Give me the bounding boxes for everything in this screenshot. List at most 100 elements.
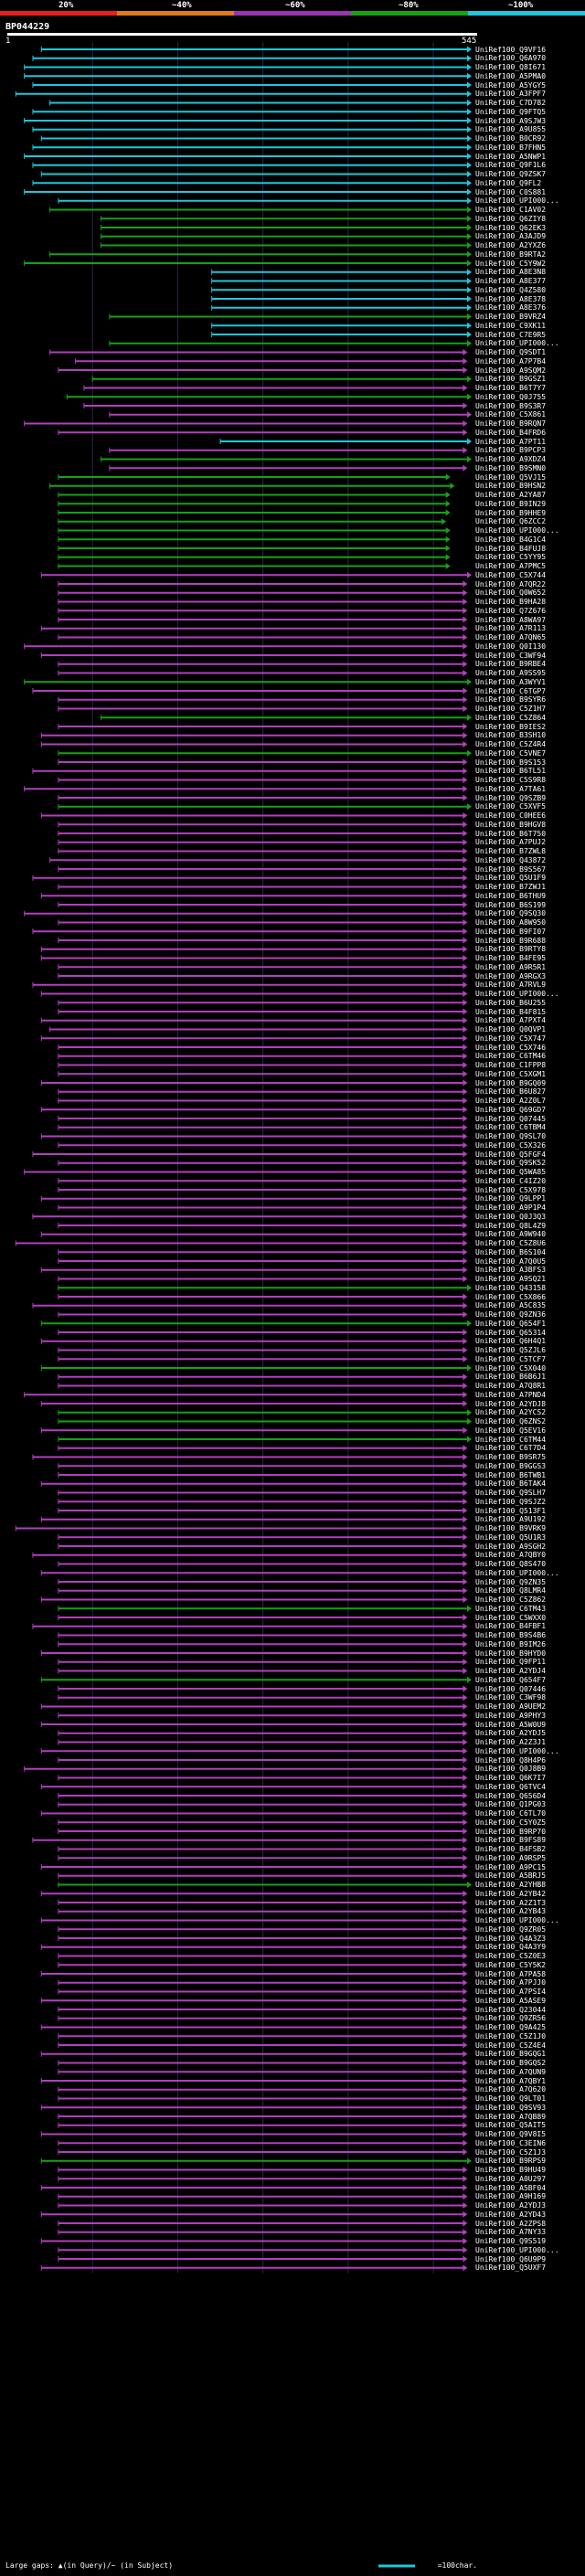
hit-label[interactable]: UniRef100_A5BF04 bbox=[475, 2183, 547, 2192]
hit-label[interactable]: UniRef100_A8E3N8 bbox=[475, 268, 547, 277]
hit-label[interactable]: UniRef100_A9P1P4 bbox=[475, 1203, 547, 1212]
hit-label[interactable]: UniRef100_B9S567 bbox=[475, 864, 547, 874]
hit-label[interactable]: UniRef100_A9UEM2 bbox=[475, 1702, 547, 1711]
hit-label[interactable]: UniRef100_Q8S470 bbox=[475, 1560, 547, 1568]
hit-label[interactable]: UniRef100_B6TWB1 bbox=[475, 1470, 547, 1479]
hit-label[interactable]: UniRef100_Q6TVC4 bbox=[475, 1782, 547, 1791]
hit-label[interactable]: UniRef100_B9RQN7 bbox=[475, 419, 547, 428]
hit-label[interactable]: UniRef100_A9U192 bbox=[475, 1515, 547, 1524]
hit-label[interactable]: UniRef100_C6TBM4 bbox=[475, 1123, 547, 1132]
hit-label[interactable]: UniRef100_B9GQG1 bbox=[475, 2050, 547, 2059]
hit-label[interactable]: UniRef100_B9IES2 bbox=[475, 722, 547, 731]
hit-label[interactable]: UniRef100_Q9LPP1 bbox=[475, 1194, 547, 1203]
hit-label[interactable]: UniRef100_C1AV02 bbox=[475, 206, 547, 214]
hit-label[interactable]: UniRef100_Q8I671 bbox=[475, 63, 547, 71]
hit-label[interactable]: UniRef100_C5X978 bbox=[475, 1185, 547, 1194]
hit-label[interactable]: UniRef100_B6S199 bbox=[475, 900, 547, 909]
hit-label[interactable]: UniRef100_A9RSP5 bbox=[475, 1853, 547, 1862]
hit-label[interactable]: UniRef100_Q9ZN35 bbox=[475, 1577, 547, 1586]
hit-label[interactable]: UniRef100_Q9FL2 bbox=[475, 178, 542, 187]
hit-label[interactable]: UniRef100_A7QR22 bbox=[475, 579, 547, 588]
hit-label[interactable]: UniRef100_UPI000... bbox=[475, 2245, 559, 2254]
hit-label[interactable]: UniRef100_Q9SZB9 bbox=[475, 793, 547, 802]
hit-label[interactable]: UniRef100_Q9SLH7 bbox=[475, 1489, 547, 1497]
hit-label[interactable]: UniRef100_A8WA97 bbox=[475, 615, 547, 624]
hit-label[interactable]: UniRef100_B9HA28 bbox=[475, 598, 547, 606]
hit-label[interactable]: UniRef100_A8E378 bbox=[475, 294, 547, 303]
hit-label[interactable]: UniRef100_A7QUN9 bbox=[475, 2067, 547, 2076]
hit-label[interactable]: UniRef100_Q43872 bbox=[475, 855, 547, 864]
hit-label[interactable]: UniRef100_B3SH10 bbox=[475, 731, 547, 740]
hit-label[interactable]: UniRef100_Q0QVP1 bbox=[475, 1025, 547, 1034]
hit-label[interactable]: UniRef100_A2YA87 bbox=[475, 491, 547, 499]
hit-label[interactable]: UniRef100_Q9FP11 bbox=[475, 1658, 547, 1667]
hit-label[interactable]: UniRef100_A7NY33 bbox=[475, 2228, 547, 2237]
hit-label[interactable]: UniRef100_B4FRD6 bbox=[475, 428, 547, 437]
hit-label[interactable]: UniRef100_C6TM46 bbox=[475, 1052, 547, 1061]
hit-label[interactable]: UniRef100_Q513F1 bbox=[475, 1506, 547, 1515]
hit-label[interactable]: UniRef100_C5Z1H7 bbox=[475, 705, 547, 713]
hit-label[interactable]: UniRef100_A2YD43 bbox=[475, 2210, 547, 2219]
hit-label[interactable]: UniRef100_B4FBF1 bbox=[475, 1622, 547, 1631]
hit-label[interactable]: UniRef100_Q6ZNS2 bbox=[475, 1417, 547, 1426]
hit-label[interactable]: UniRef100_UPI000... bbox=[475, 526, 559, 535]
hit-label[interactable]: UniRef100_A2YB42 bbox=[475, 1889, 547, 1898]
hit-label[interactable]: UniRef100_B9SR75 bbox=[475, 1453, 547, 1461]
hit-label[interactable]: UniRef100_A8E376 bbox=[475, 303, 547, 313]
hit-label[interactable]: UniRef100_B6S104 bbox=[475, 1247, 547, 1256]
hit-label[interactable]: UniRef100_C0S881 bbox=[475, 187, 547, 196]
hit-label[interactable]: UniRef100_C5Z862 bbox=[475, 1595, 547, 1604]
hit-label[interactable]: UniRef100_B9SYR6 bbox=[475, 695, 547, 705]
hit-label[interactable]: UniRef100_A7Q620 bbox=[475, 2085, 547, 2094]
hit-label[interactable]: UniRef100_C5Z0E3 bbox=[475, 1952, 547, 1960]
hit-label[interactable]: UniRef100_Q69GD7 bbox=[475, 1105, 547, 1114]
hit-label[interactable]: UniRef100_Q5EV16 bbox=[475, 1426, 547, 1435]
hit-label[interactable]: UniRef100_B9PCP3 bbox=[475, 446, 547, 455]
hit-label[interactable]: UniRef100_A8W950 bbox=[475, 918, 547, 927]
hit-label[interactable]: UniRef100_A3WYV1 bbox=[475, 677, 547, 686]
hit-label[interactable]: UniRef100_C5WXX0 bbox=[475, 1613, 547, 1622]
hit-label[interactable]: UniRef100_UPI000... bbox=[475, 196, 559, 206]
hit-label[interactable]: UniRef100_Q9SDT1 bbox=[475, 348, 547, 356]
hit-label[interactable]: UniRef100_B6THU9 bbox=[475, 891, 547, 900]
hit-label[interactable]: UniRef100_C5Z4R4 bbox=[475, 740, 547, 748]
hit-label[interactable]: UniRef100_C5X040 bbox=[475, 1363, 547, 1373]
hit-label[interactable]: UniRef100_B4FSB2 bbox=[475, 1845, 547, 1853]
hit-label[interactable]: UniRef100_Q5UXF7 bbox=[475, 2263, 547, 2273]
hit-label[interactable]: UniRef100_A7PT11 bbox=[475, 437, 547, 446]
hit-label[interactable]: UniRef100_Q6A970 bbox=[475, 54, 547, 63]
hit-label[interactable]: UniRef100_Q9SQ30 bbox=[475, 909, 547, 918]
hit-label[interactable]: UniRef100_C5X326 bbox=[475, 1140, 547, 1150]
hit-label[interactable]: UniRef100_A7R113 bbox=[475, 624, 547, 633]
hit-label[interactable]: UniRef100_A0U297 bbox=[475, 2174, 547, 2183]
hit-label[interactable]: UniRef100_C3WF94 bbox=[475, 651, 547, 660]
hit-label[interactable]: UniRef100_B6TAK4 bbox=[475, 1479, 547, 1489]
hit-label[interactable]: UniRef100_Q5AIT5 bbox=[475, 2121, 547, 2130]
hit-label[interactable]: UniRef100_Q0J3Q3 bbox=[475, 1212, 547, 1221]
hit-label[interactable]: UniRef100_Q6H4Q1 bbox=[475, 1337, 547, 1346]
hit-label[interactable]: UniRef100_B9RTY8 bbox=[475, 945, 547, 954]
hit-label[interactable]: UniRef100_Q5U1F9 bbox=[475, 874, 547, 883]
hit-label[interactable]: UniRef100_A2YDJ3 bbox=[475, 2201, 547, 2210]
hit-label[interactable]: UniRef100_B9GGS3 bbox=[475, 1461, 547, 1470]
hit-label[interactable]: UniRef100_C5Y0Z5 bbox=[475, 1818, 547, 1827]
hit-label[interactable]: UniRef100_C5Z1J0 bbox=[475, 2031, 547, 2041]
hit-label[interactable]: UniRef100_C6TM44 bbox=[475, 1435, 547, 1444]
hit-label[interactable]: UniRef100_Q5ZJL6 bbox=[475, 1346, 547, 1354]
hit-label[interactable]: UniRef100_A9XDZ4 bbox=[475, 455, 547, 463]
hit-label[interactable]: UniRef100_A2YHB8 bbox=[475, 1881, 547, 1889]
hit-label[interactable]: UniRef100_Q9FTQ5 bbox=[475, 107, 547, 116]
hit-label[interactable]: UniRef100_Q9SJZ2 bbox=[475, 1497, 547, 1506]
hit-label[interactable]: UniRef100_A5BRJ5 bbox=[475, 1871, 547, 1881]
hit-label[interactable]: UniRef100_A2YXZ6 bbox=[475, 241, 547, 249]
hit-label[interactable]: UniRef100_C6TGP7 bbox=[475, 686, 547, 695]
hit-label[interactable]: UniRef100_A5YGY5 bbox=[475, 80, 547, 90]
hit-label[interactable]: UniRef100_Q9V8I5 bbox=[475, 2130, 547, 2138]
hit-label[interactable]: UniRef100_Q62EK3 bbox=[475, 223, 547, 232]
hit-label[interactable]: UniRef100_UPI000... bbox=[475, 990, 559, 998]
hit-label[interactable]: UniRef100_C5X866 bbox=[475, 1292, 547, 1301]
hit-label[interactable]: UniRef100_C5X746 bbox=[475, 1043, 547, 1052]
hit-label[interactable]: UniRef100_Q9VF16 bbox=[475, 45, 547, 54]
hit-label[interactable]: UniRef100_Q9ZN36 bbox=[475, 1310, 547, 1319]
hit-label[interactable]: UniRef100_Q9S519 bbox=[475, 2237, 547, 2245]
